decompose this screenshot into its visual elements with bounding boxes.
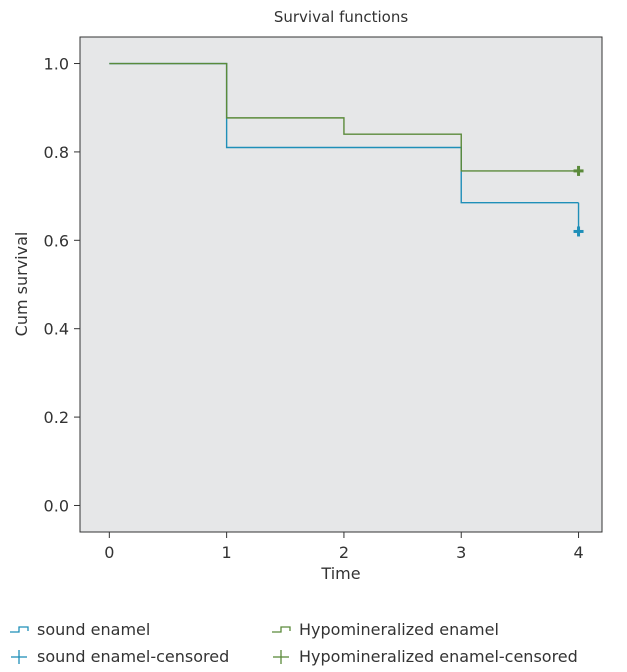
sound-enamel-censored-marker xyxy=(573,226,584,237)
legend-label: Hypomineralized enamel-censored xyxy=(299,647,578,666)
chart-title: Survival functions xyxy=(274,8,409,26)
y-tick-label: 1.0 xyxy=(44,55,69,74)
legend-item-sound-enamel-censored: sound enamel-censored xyxy=(8,647,229,666)
x-tick-label: 1 xyxy=(222,543,232,562)
step-line-icon xyxy=(272,625,291,633)
hypomineralized-enamel-line xyxy=(109,62,579,172)
legend-label: sound enamel xyxy=(37,620,151,639)
chart-legend: sound enamel Hypomineralized enamel sound … xyxy=(8,620,623,670)
y-tick-label: 0.2 xyxy=(44,408,69,427)
y-axis-title: Cum survival xyxy=(12,232,31,337)
legend-item-sound-enamel: sound enamel xyxy=(8,620,150,639)
y-tick-label: 0.8 xyxy=(44,143,69,162)
x-tick-label: 3 xyxy=(456,543,466,562)
legend-item-hypomineralized-enamel: Hypomineralized enamel xyxy=(270,620,499,639)
y-tick-label: 0.6 xyxy=(44,231,69,250)
y-tick-label: 0.0 xyxy=(44,496,69,515)
hypomineralized-enamel-censored-marker xyxy=(573,165,584,176)
censored-cross-icon xyxy=(11,649,27,664)
x-axis-title: Time xyxy=(320,564,360,583)
x-axis: 0 1 2 3 4 xyxy=(104,532,584,562)
x-tick-label: 2 xyxy=(339,543,349,562)
step-line-icon xyxy=(10,625,29,633)
survival-chart: Survival functions 0.0 0.2 0.4 0.6 0.8 1.0 0 1… xyxy=(12,8,603,583)
plot-area xyxy=(79,36,603,533)
y-axis: 0.0 0.2 0.4 0.6 0.8 1.0 xyxy=(44,55,80,515)
x-tick-label: 0 xyxy=(104,543,114,562)
y-tick-label: 0.4 xyxy=(44,320,69,339)
series-layer xyxy=(109,62,584,237)
legend-item-hypomineralized-enamel-censored: Hypomineralized enamel-censored xyxy=(270,647,578,666)
x-tick-label: 4 xyxy=(573,543,583,562)
legend-label: sound enamel-censored xyxy=(37,647,230,666)
legend-label: Hypomineralized enamel xyxy=(299,620,499,639)
censored-cross-icon xyxy=(273,649,289,664)
